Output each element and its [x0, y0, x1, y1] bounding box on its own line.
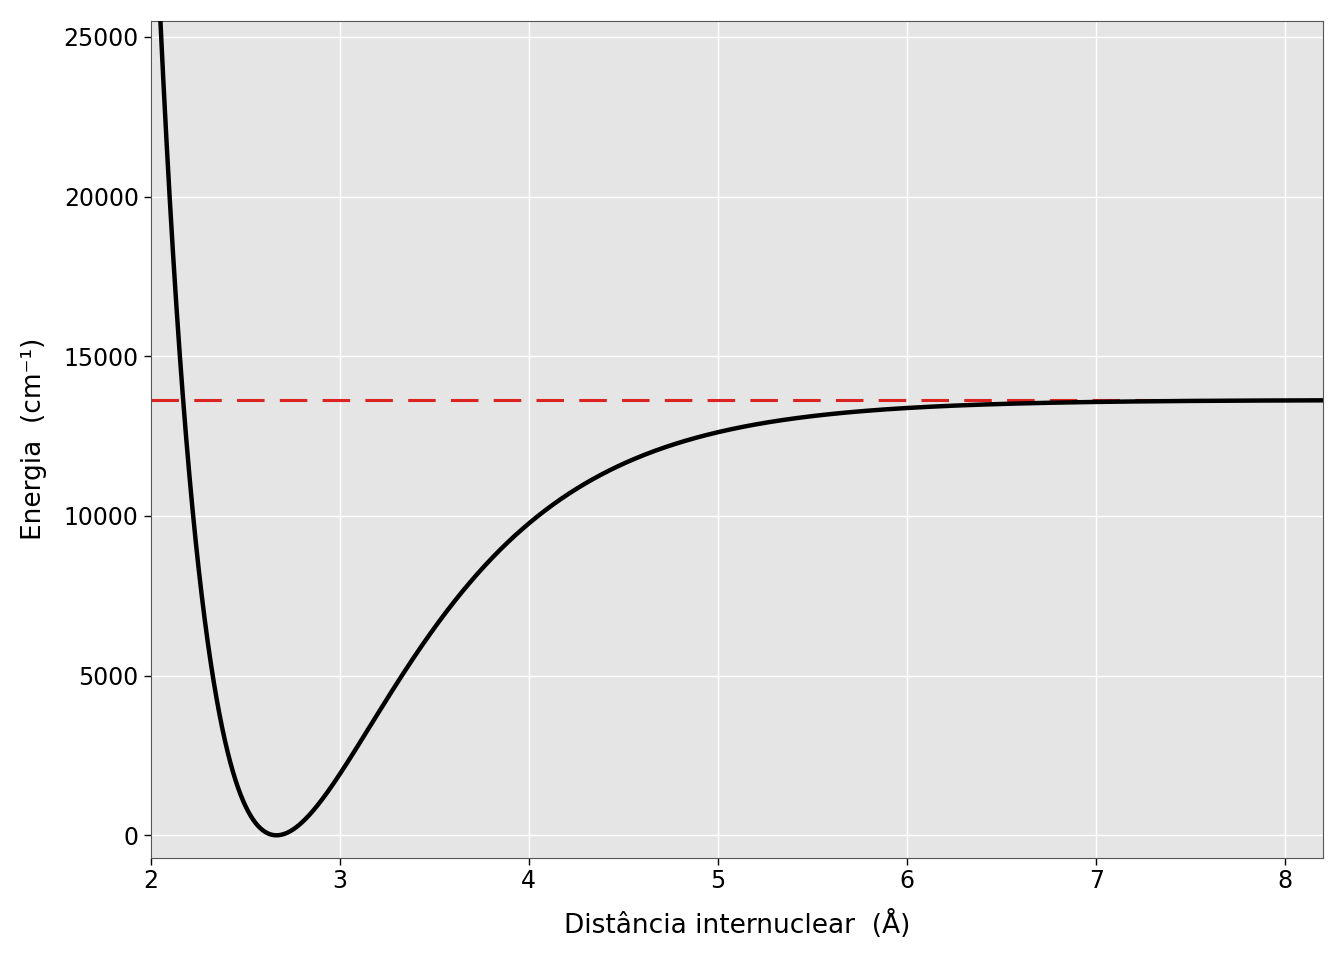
X-axis label: Distância internuclear  (Å): Distância internuclear (Å) — [563, 910, 910, 939]
Y-axis label: Energia  (cm⁻¹): Energia (cm⁻¹) — [22, 338, 47, 540]
